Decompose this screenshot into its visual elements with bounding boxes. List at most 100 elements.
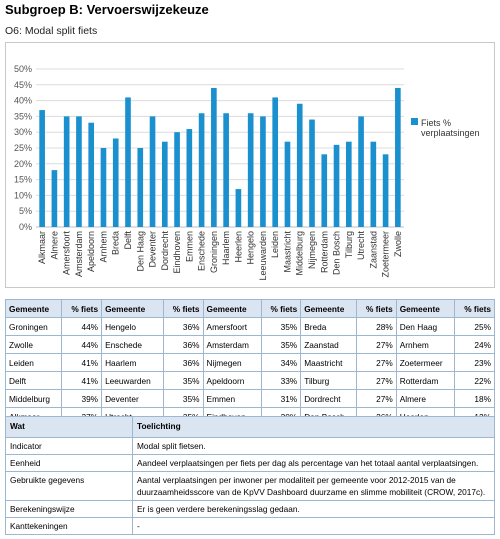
cell-gemeente: Hengelo bbox=[101, 317, 164, 336]
bar bbox=[247, 113, 254, 227]
chart-legend: Fiets % verplaatsingen bbox=[411, 118, 496, 138]
y-tick-label: 20% bbox=[14, 159, 32, 169]
y-tick-label: 10% bbox=[14, 190, 32, 200]
cell-pct: 33% bbox=[260, 371, 302, 390]
x-tick-label: Amersfoort bbox=[62, 231, 72, 276]
cell-pct: 27% bbox=[356, 353, 397, 372]
bar bbox=[395, 87, 401, 228]
bar bbox=[333, 144, 340, 227]
info-label: Berekeningswijze bbox=[5, 500, 133, 518]
cell-pct: 44% bbox=[61, 317, 103, 336]
cell-gemeente: Amersfoort bbox=[202, 317, 262, 336]
bar bbox=[51, 170, 58, 227]
cell-pct: 22% bbox=[454, 371, 495, 390]
y-tick-label: 15% bbox=[14, 175, 32, 185]
bar bbox=[100, 148, 107, 227]
x-tick-label: Dordrecht bbox=[160, 231, 170, 271]
cell-gemeente: Enschede bbox=[101, 335, 164, 354]
info-value: - bbox=[132, 517, 495, 535]
info-value: Aandeel verplaatsingen per fiets per dag… bbox=[132, 454, 495, 472]
header-pct: % fiets bbox=[61, 299, 103, 318]
bar bbox=[161, 141, 168, 227]
bar bbox=[358, 116, 364, 227]
bar bbox=[370, 141, 377, 227]
cell-pct: 41% bbox=[61, 353, 103, 372]
header-gemeente: Gemeente bbox=[202, 299, 262, 318]
table-row: Delft 41% Leeuwarden 35% Apeldoorn 33% Tilburg… bbox=[4, 371, 495, 390]
x-tick-label: Almere bbox=[49, 231, 59, 260]
section-title: Subgroep B: Vervoerswijzekeuze bbox=[5, 2, 209, 17]
bar bbox=[296, 103, 303, 227]
cell-pct: 36% bbox=[162, 335, 204, 354]
bar bbox=[223, 113, 229, 227]
bar bbox=[88, 122, 95, 227]
bar bbox=[63, 116, 70, 227]
x-tick-label: Amsterdam bbox=[74, 231, 84, 277]
info-label: Gebruikte gegevens bbox=[5, 471, 133, 501]
info-header-toelichting: Toelichting bbox=[132, 416, 495, 438]
cell-pct: 24% bbox=[454, 335, 495, 354]
cell-pct: 41% bbox=[61, 371, 103, 390]
table-header-row: Gemeente % fiets Gemeente % fiets Gemeen… bbox=[4, 299, 495, 318]
bar bbox=[149, 116, 156, 227]
bar bbox=[112, 138, 119, 227]
x-tick-label: Arnhem bbox=[98, 231, 108, 263]
bar bbox=[284, 141, 291, 227]
bar bbox=[125, 97, 131, 227]
info-row: Eenheid Aandeel verplaatsingen per fiets … bbox=[5, 454, 495, 472]
modal-split-table: Gemeente % fiets Gemeente % fiets Gemeen… bbox=[4, 299, 495, 426]
header-gemeente: Gemeente bbox=[4, 299, 63, 318]
y-tick-label: 45% bbox=[14, 80, 32, 90]
cell-gemeente: Nijmegen bbox=[202, 353, 262, 372]
bar bbox=[235, 189, 242, 227]
legend-label-line2: verplaatsingen bbox=[421, 128, 480, 138]
x-tick-label: Zoetermeer bbox=[381, 231, 391, 278]
cell-gemeente: Deventer bbox=[101, 389, 164, 408]
y-tick-label: 35% bbox=[14, 111, 32, 121]
info-value: Modal split fietsen. bbox=[132, 437, 495, 455]
cell-pct: 25% bbox=[454, 317, 495, 336]
header-gemeente: Gemeente bbox=[395, 299, 456, 318]
x-tick-label: Haarlem bbox=[221, 231, 231, 265]
header-gemeente: Gemeente bbox=[101, 299, 164, 318]
x-tick-label: Zwolle bbox=[393, 231, 403, 257]
x-tick-label: Middelburg bbox=[295, 231, 305, 276]
x-tick-label: Maastricht bbox=[282, 231, 292, 273]
x-tick-label: Delft bbox=[123, 231, 133, 250]
info-header-wat: Wat bbox=[5, 416, 133, 438]
cell-gemeente: Leeuwarden bbox=[101, 371, 164, 390]
x-tick-label: Apeldoorn bbox=[86, 231, 96, 272]
x-tick-label: Rotterdam bbox=[319, 231, 329, 273]
x-tick-label: Zaanstad bbox=[368, 231, 378, 269]
cell-gemeente: Dordrecht bbox=[300, 389, 358, 408]
table-row: Leiden 41% Haarlem 36% Nijmegen 34% Maastricht… bbox=[4, 353, 495, 372]
info-table: Wat Toelichting Indicator Modal split fie… bbox=[5, 416, 495, 535]
cell-pct: 27% bbox=[356, 389, 397, 408]
cell-gemeente: Emmen bbox=[202, 389, 262, 408]
chart-heading: O6: Modal split fiets bbox=[5, 25, 98, 37]
info-header-row: Wat Toelichting bbox=[5, 416, 495, 438]
cell-gemeente: Zoetermeer bbox=[395, 353, 456, 372]
cell-gemeente: Groningen bbox=[4, 317, 63, 336]
info-value: Er is geen verdere berekeningsslag gedaa… bbox=[132, 500, 495, 518]
x-tick-label: Breda bbox=[111, 231, 121, 255]
cell-gemeente: Delft bbox=[4, 371, 63, 390]
info-label: Eenheid bbox=[5, 454, 133, 472]
info-row: Gebruikte gegevens Aantal verplaatsingen … bbox=[5, 471, 495, 501]
x-tick-label: Alkmaar bbox=[37, 231, 47, 264]
legend-label-line1: Fiets % bbox=[421, 118, 452, 128]
bar bbox=[272, 97, 279, 227]
bar bbox=[39, 110, 45, 227]
cell-pct: 35% bbox=[162, 371, 204, 390]
bar bbox=[321, 154, 328, 227]
cell-gemeente: Rotterdam bbox=[395, 371, 456, 390]
cell-gemeente: Amsterdam bbox=[202, 335, 262, 354]
bar bbox=[198, 113, 205, 227]
bar bbox=[382, 154, 389, 227]
cell-gemeente: Almere bbox=[395, 389, 456, 408]
bar-chart: 0% 5% 10% 15% 20% 25% 30% 35% 40% 45% 50% Alkmaar Al… bbox=[14, 64, 404, 281]
x-tick-label: Heerlen bbox=[233, 231, 243, 263]
cell-pct: 31% bbox=[260, 389, 302, 408]
bar bbox=[211, 87, 217, 228]
x-tick-label: Den Haag bbox=[135, 231, 145, 272]
